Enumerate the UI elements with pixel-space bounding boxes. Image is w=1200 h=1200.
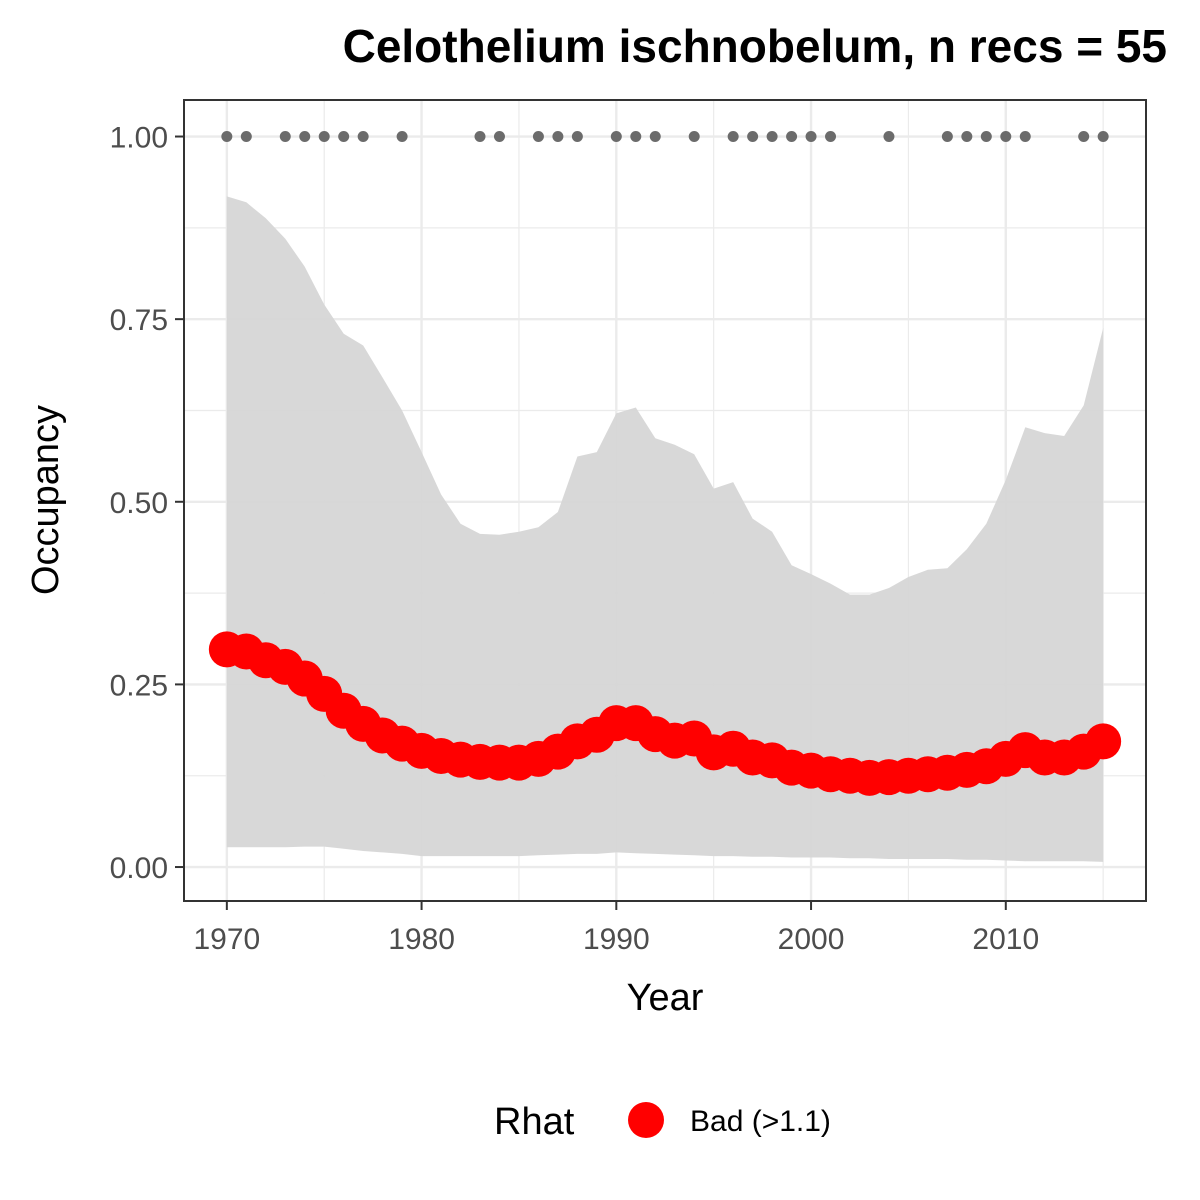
- y-tick-label: 0.75: [110, 304, 168, 337]
- panel-border: [183, 99, 1147, 902]
- record-point: [279, 131, 291, 143]
- record-point: [883, 131, 895, 143]
- record-points: [221, 131, 1109, 143]
- occupancy-point: [1085, 723, 1122, 760]
- record-point: [688, 131, 700, 143]
- record-point: [532, 131, 544, 143]
- x-tick-label: 1970: [193, 923, 260, 956]
- occupancy-points: [208, 631, 1122, 796]
- record-point: [1097, 131, 1109, 143]
- record-point: [299, 131, 311, 143]
- record-point: [396, 131, 408, 143]
- y-axis: 0.00 0.25 0.50 0.75 1.00: [110, 122, 184, 885]
- y-tick-label: 0.00: [110, 852, 168, 885]
- x-tick-label: 1980: [388, 923, 455, 956]
- record-point: [980, 131, 992, 143]
- record-point: [571, 131, 583, 143]
- x-tick-label: 1990: [583, 923, 650, 956]
- record-point: [474, 131, 486, 143]
- record-point: [630, 131, 642, 143]
- legend-key-point: [628, 1102, 664, 1138]
- record-point: [1078, 131, 1090, 143]
- y-tick-label: 0.25: [110, 669, 168, 702]
- y-tick-label: 0.50: [110, 487, 168, 520]
- record-point: [338, 131, 350, 143]
- record-point: [727, 131, 739, 143]
- record-point: [649, 131, 661, 143]
- legend: Rhat Bad (>1.1): [494, 1101, 831, 1143]
- record-point: [240, 131, 252, 143]
- y-axis-title: Occupancy: [25, 405, 67, 595]
- record-point: [610, 131, 622, 143]
- legend-title: Rhat: [494, 1101, 575, 1143]
- x-axis-title: Year: [627, 977, 704, 1019]
- record-point: [961, 131, 973, 143]
- record-point: [318, 131, 330, 143]
- legend-label: Bad (>1.1): [690, 1105, 831, 1138]
- record-point: [1019, 131, 1031, 143]
- record-point: [941, 131, 953, 143]
- plot-panel: [183, 99, 1147, 902]
- record-point: [1000, 131, 1012, 143]
- record-point: [552, 131, 564, 143]
- x-tick-label: 2000: [778, 923, 845, 956]
- x-axis: 1970 1980 1990 2000 2010: [193, 901, 1039, 956]
- credible-interval-ribbon: [226, 196, 1104, 862]
- record-point: [493, 131, 505, 143]
- chart-title: Celothelium ischnobelum, n recs = 55: [343, 20, 1167, 72]
- record-point: [825, 131, 837, 143]
- record-point: [786, 131, 798, 143]
- record-point: [357, 131, 369, 143]
- x-tick-label: 2010: [972, 923, 1039, 956]
- record-point: [747, 131, 759, 143]
- record-point: [221, 131, 233, 143]
- record-point: [766, 131, 778, 143]
- record-point: [805, 131, 817, 143]
- y-tick-label: 1.00: [110, 122, 168, 155]
